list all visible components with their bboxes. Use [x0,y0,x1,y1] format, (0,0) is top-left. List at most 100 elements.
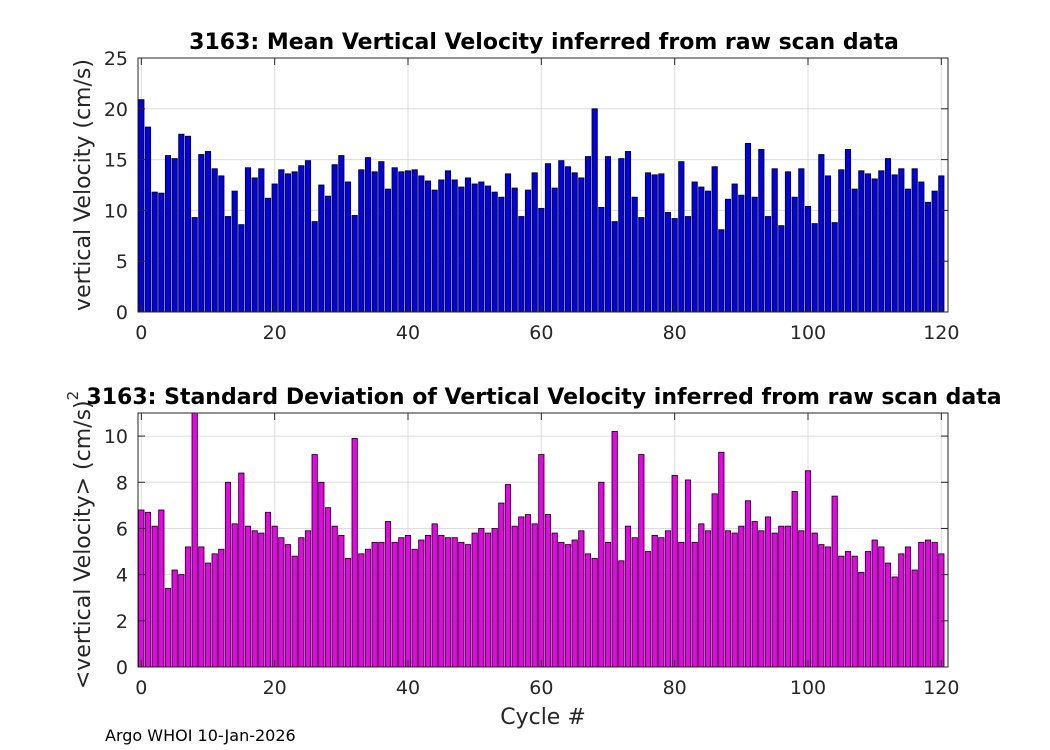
std-bar-108 [858,571,865,668]
mean-bar-24 [298,165,305,313]
std-bar-66 [578,530,585,668]
std-bar-75 [638,454,645,668]
std-bar-106 [844,551,852,668]
std-bar-29 [331,525,338,668]
mean-bar-16 [244,167,252,313]
std-y-tick-label-0: 0 [116,657,128,679]
std-y-tick-label-8: 8 [116,472,128,494]
mean-bar-105 [838,169,845,313]
std-x-tick-label-0: 0 [135,677,147,699]
mean-bar-21 [278,169,285,313]
mean-bar-87 [718,229,725,313]
std-bar-98 [791,491,798,668]
mean-bar-81 [678,161,685,313]
mean-x-tick-label-100: 100 [790,322,826,344]
std-bar-101 [811,532,818,668]
mean-bar-42 [418,175,425,313]
std-bar-2 [151,525,158,668]
mean-bar-57 [518,216,525,313]
mean-bar-32 [351,215,358,313]
std-bar-24 [298,537,305,668]
std-bar-88 [724,530,732,668]
mean-velocity-y-label: vertical Velocity (cm/s) [71,59,96,311]
mean-bar-56 [511,187,518,313]
mean-y-tick-label-5: 5 [116,251,128,273]
std-bar-43 [424,534,432,668]
mean-bar-75 [638,217,645,313]
mean-bar-19 [264,197,272,313]
mean-bar-41 [411,169,418,313]
std-bar-77 [651,534,658,668]
std-bar-96 [778,525,785,668]
mean-velocity-title: 3163: Mean Vertical Velocity inferred fr… [189,30,899,55]
std-bar-46 [444,537,452,668]
std-velocity-y-ticks: 0 2 4 6 8 10 [104,426,948,679]
mean-y-tick-label-15: 15 [104,150,128,172]
mean-bar-62 [551,187,558,313]
std-bar-52 [484,532,492,668]
std-bar-82 [684,479,692,668]
std-bar-100 [804,470,812,668]
std-velocity-y-label: <vertical Velocity> (cm/s)2 [64,391,96,689]
std-bar-110 [871,539,878,668]
std-bar-40 [404,534,412,668]
std-bar-115 [904,546,912,668]
mean-bar-29 [331,164,338,313]
std-bar-117 [918,541,925,668]
std-bar-70 [604,541,612,668]
std-bar-73 [624,525,632,668]
std-bar-33 [358,553,365,668]
std-bar-56 [511,525,518,668]
mean-bar-30 [338,155,345,313]
mean-bar-90 [738,194,745,313]
mean-bar-44 [431,189,438,313]
std-bar-13 [224,481,232,668]
mean-bar-63 [558,160,565,313]
mean-bar-49 [464,177,472,313]
std-bar-116 [911,569,918,668]
mean-bar-60 [538,207,545,313]
std-velocity-y-label-superscript: 2 [64,391,82,401]
std-bar-104 [831,495,838,668]
std-bar-6 [178,574,185,668]
std-velocity-y-label-text: <vertical Velocity> (cm/s) [71,400,96,689]
std-bar-12 [218,548,225,668]
mean-bar-97 [784,171,792,313]
mean-bar-93 [758,149,765,313]
mean-bar-18 [258,168,265,313]
std-velocity-x-ticks: 0 20 40 60 80 100 120 [135,413,959,699]
std-bar-17 [251,530,258,668]
std-bar-81 [678,541,685,668]
mean-bar-27 [318,184,325,313]
std-bar-102 [818,544,825,668]
std-bar-72 [618,560,625,668]
mean-bar-109 [864,173,872,313]
std-bar-11 [211,553,218,668]
mean-x-tick-label-0: 0 [135,322,147,344]
std-bar-113 [891,576,898,668]
mean-bar-48 [458,186,465,313]
mean-bar-80 [671,218,678,313]
mean-bar-55 [504,173,512,313]
std-bar-94 [764,516,772,668]
std-bar-51 [478,528,485,668]
std-bar-22 [284,544,292,668]
std-velocity-chart: 3163: Standard Deviation of Vertical Vel… [64,385,1002,730]
std-bar-57 [518,516,525,668]
std-bar-19 [264,511,272,668]
std-bar-48 [458,541,465,668]
mean-bar-68 [591,108,598,313]
std-bar-78 [658,537,665,668]
std-bar-86 [711,493,718,668]
std-x-tick-label-20: 20 [263,677,287,699]
mean-bar-114 [898,168,905,313]
std-bar-114 [898,553,905,668]
std-bar-26 [311,454,318,668]
mean-bar-38 [391,167,398,313]
mean-y-tick-label-10: 10 [104,200,128,222]
std-bar-95 [771,532,778,668]
std-bar-18 [258,532,265,668]
std-bar-38 [391,541,398,668]
mean-bar-2 [151,191,158,313]
mean-bar-88 [724,198,732,313]
